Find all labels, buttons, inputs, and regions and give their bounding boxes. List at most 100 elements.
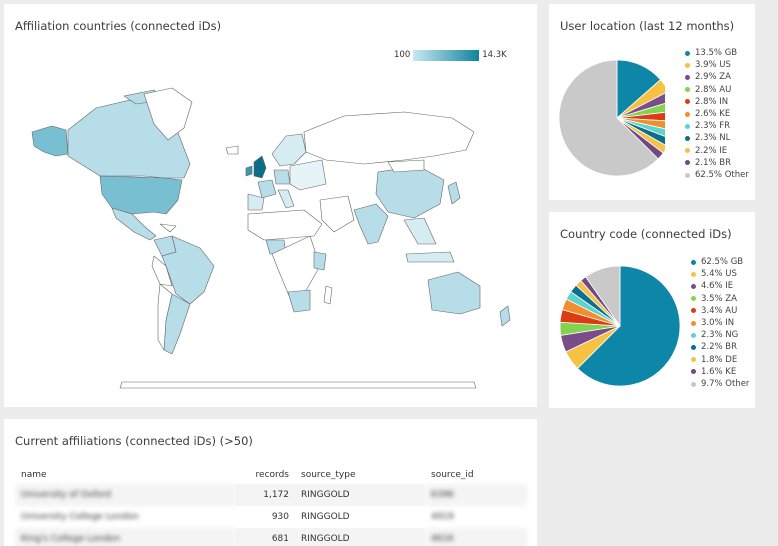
cell-records: 681: [235, 528, 295, 546]
pie-slice[interactable]: [585, 265, 621, 328]
cell-source-type: RINGGOLD: [301, 512, 350, 522]
user-location-pie-chart[interactable]: [555, 56, 665, 186]
world-choropleth-map[interactable]: [4, 4, 537, 407]
cell-records: 930: [271, 512, 289, 522]
legend-label: 2.3% FR: [695, 121, 731, 132]
legend-dot-icon: [685, 99, 690, 105]
table-row[interactable]: University College London 930 RINGGOLD 4…: [15, 506, 527, 528]
cell-records: 1,172: [235, 484, 295, 506]
legend-item[interactable]: 62.5% Other: [685, 169, 749, 181]
column-header-source-id[interactable]: source_id: [431, 469, 474, 480]
legend-item[interactable]: 4.6% IE: [691, 280, 749, 292]
legend-item[interactable]: 2.6% KE: [685, 108, 749, 120]
legend-item[interactable]: 2.3% NL: [685, 132, 749, 144]
table-row[interactable]: University of Oxford 1,172 RINGGOLD 6396: [15, 484, 527, 506]
legend-dot-icon: [685, 123, 690, 129]
country-code-pie-chart[interactable]: [555, 264, 685, 394]
column-header-records[interactable]: records: [255, 469, 289, 480]
country-us-alaska: [31, 125, 69, 157]
table-row[interactable]: King's College London 681 RINGGOLD 4616: [15, 528, 527, 546]
color-scale-legend: 100 14.3K: [394, 48, 507, 62]
legend-item[interactable]: 5.4% US: [691, 268, 749, 280]
legend-label: 62.5% Other: [695, 170, 749, 181]
country-peru: [151, 255, 173, 287]
legend-item[interactable]: 3.0% IN: [691, 317, 749, 329]
region-eastern-europe: [289, 159, 327, 191]
legend-item[interactable]: 62.5% GB: [691, 256, 749, 268]
legend-item[interactable]: 2.2% IE: [685, 145, 749, 157]
country-france: [257, 179, 277, 199]
affiliation-countries-panel: Affiliation countries (connected iDs) 10…: [4, 4, 537, 407]
legend-item[interactable]: 2.9% ZA: [685, 71, 749, 83]
legend-item[interactable]: 3.4% AU: [691, 305, 749, 317]
legend-label: 3.9% US: [695, 60, 731, 71]
legend-label: 2.3% NG: [701, 330, 739, 341]
legend-dot-icon: [691, 259, 696, 265]
legend-dot-icon: [691, 381, 696, 387]
country-mongolia: [387, 159, 425, 173]
pie-slice[interactable]: [616, 91, 665, 119]
legend-dot-icon: [691, 320, 696, 326]
pie-slice[interactable]: [616, 101, 665, 119]
column-header-source-type[interactable]: source_type: [301, 469, 356, 480]
country-spain: [247, 193, 265, 211]
country-scandinavia: [271, 133, 307, 167]
country-indonesia: [405, 251, 455, 263]
legend-item[interactable]: 2.2% BR: [691, 341, 749, 353]
country-japan: [447, 181, 461, 205]
legend-dot-icon: [685, 136, 690, 142]
country-code-legend: 62.5% GB 5.4% US 4.6% IE 3.5% ZA 3.4% AU 3.0%…: [691, 256, 749, 390]
legend-dot-icon: [691, 296, 696, 302]
country-new-zealand: [499, 305, 511, 327]
legend-item[interactable]: 1.6% KE: [691, 366, 749, 378]
region-caribbean: [159, 223, 177, 233]
country-ireland: [245, 165, 253, 177]
legend-item[interactable]: 3.5% ZA: [691, 293, 749, 305]
legend-dot-icon: [691, 345, 696, 351]
column-header-name[interactable]: name: [21, 469, 47, 480]
legend-label: 2.1% BR: [695, 157, 732, 168]
pie-slice[interactable]: [616, 79, 665, 119]
country-uk: [253, 155, 267, 179]
panel-title: Country code (connected iDs): [560, 227, 732, 241]
pie-slice[interactable]: [558, 59, 659, 177]
country-australia: [427, 271, 481, 315]
legend-item[interactable]: 2.8% IN: [685, 96, 749, 108]
legend-label: 5.4% US: [701, 269, 737, 280]
legend-label: 1.8% DE: [701, 354, 738, 365]
country-south-africa: [287, 289, 311, 313]
legend-item[interactable]: 2.8% AU: [685, 84, 749, 96]
legend-item[interactable]: 3.9% US: [685, 59, 749, 71]
legend-dot-icon: [691, 332, 696, 338]
legend-label: 3.5% ZA: [701, 293, 737, 304]
country-germany: [273, 169, 291, 185]
cell-source-type: RINGGOLD: [295, 528, 425, 546]
legend-label: 2.2% IE: [695, 145, 728, 156]
legend-label: 2.8% AU: [695, 84, 732, 95]
pie-slice[interactable]: [577, 265, 681, 387]
country-usa: [99, 175, 183, 215]
current-affiliations-panel: Current affiliations (connected iDs) (>5…: [4, 419, 537, 546]
legend-label: 9.7% Other: [701, 379, 750, 390]
legend-item[interactable]: 9.7% Other: [691, 378, 749, 390]
legend-dot-icon: [691, 369, 696, 375]
legend-dot-icon: [685, 111, 690, 117]
legend-item[interactable]: 2.3% NG: [691, 329, 749, 341]
legend-dot-icon: [691, 284, 696, 289]
pie-slice[interactable]: [616, 117, 665, 131]
legend-dot-icon: [691, 308, 696, 314]
country-chile: [157, 283, 173, 351]
legend-label: 4.6% IE: [701, 281, 734, 292]
legend-dot-icon: [685, 148, 690, 154]
legend-label: 2.2% BR: [701, 342, 738, 353]
cell-name: King's College London: [15, 528, 235, 546]
cell-name: University of Oxford: [15, 484, 235, 506]
legend-item[interactable]: 2.3% FR: [685, 120, 749, 132]
legend-label: 3.0% IN: [701, 318, 735, 329]
legend-item[interactable]: 13.5% GB: [685, 47, 749, 59]
legend-item[interactable]: 2.1% BR: [685, 157, 749, 169]
region-antarctica: [119, 381, 477, 389]
country-madagascar: [323, 285, 333, 305]
legend-item[interactable]: 1.8% DE: [691, 354, 749, 366]
legend-dot-icon: [691, 271, 696, 277]
